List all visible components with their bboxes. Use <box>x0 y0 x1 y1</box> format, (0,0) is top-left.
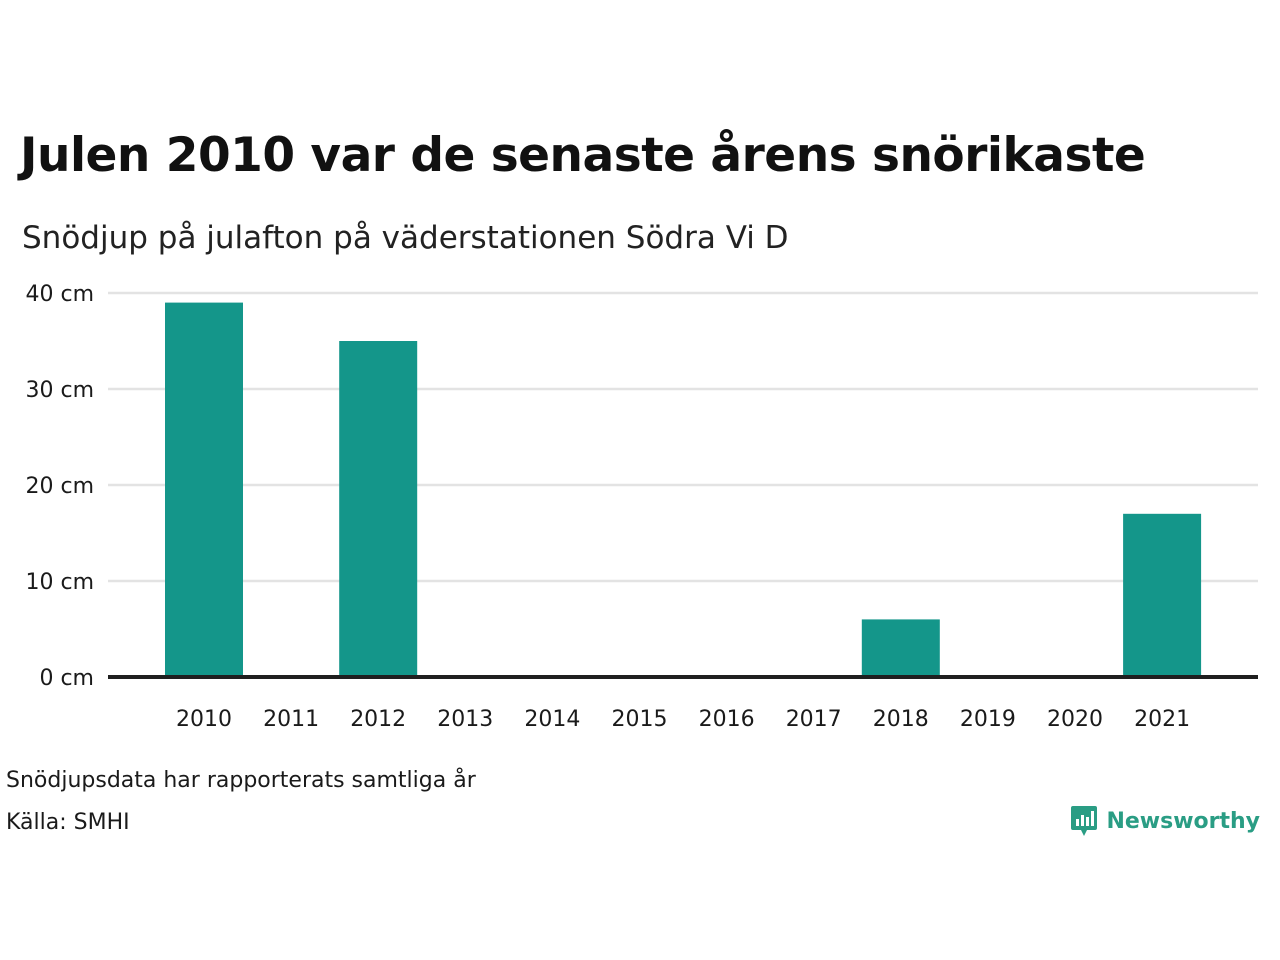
x-tick-label: 2016 <box>699 707 755 732</box>
bars <box>165 302 1202 677</box>
x-tick-label: 2017 <box>786 707 842 732</box>
y-axis-tick-labels: 0 cm 10 cm 20 cm 30 cm 40 cm <box>25 282 94 691</box>
x-tick-label: 2011 <box>263 707 319 732</box>
bar-2018 <box>861 619 940 677</box>
brand-name: Newsworthy <box>1106 808 1260 834</box>
newsworthy-logo-icon <box>1071 806 1098 836</box>
bar-2010 <box>165 302 243 677</box>
chart-subtitle: Snödjup på julafton på väderstationen Sö… <box>22 220 789 256</box>
bar-2021 <box>1123 513 1202 677</box>
x-tick-label: 2013 <box>437 707 493 732</box>
y-tick-label: 40 cm <box>25 282 94 307</box>
y-tick-label: 10 cm <box>25 570 94 595</box>
x-tick-label: 2021 <box>1134 707 1190 732</box>
x-tick-label: 2014 <box>524 707 580 732</box>
y-tick-label: 0 cm <box>39 666 94 691</box>
y-tick-label: 20 cm <box>25 474 94 499</box>
source-label: Källa: SMHI <box>6 810 130 835</box>
x-tick-label: 2019 <box>960 707 1016 732</box>
x-axis-tick-labels: 2010 2011 2012 2013 2014 2015 2016 2017 2018 2019… <box>176 707 1190 732</box>
grid-lines <box>108 291 1258 583</box>
chart-title: Julen 2010 var de senaste årens snörikas… <box>20 128 1146 183</box>
x-tick-label: 2020 <box>1047 707 1103 732</box>
x-tick-label: 2012 <box>350 707 406 732</box>
footnote: Snödjupsdata har rapporterats samtliga å… <box>6 768 476 793</box>
x-tick-label: 2015 <box>612 707 668 732</box>
y-tick-label: 30 cm <box>25 378 94 403</box>
x-tick-label: 2018 <box>873 707 929 732</box>
brand-logo: Newsworthy <box>1070 804 1260 838</box>
x-tick-label: 2010 <box>176 707 232 732</box>
bar-2012 <box>339 341 418 677</box>
